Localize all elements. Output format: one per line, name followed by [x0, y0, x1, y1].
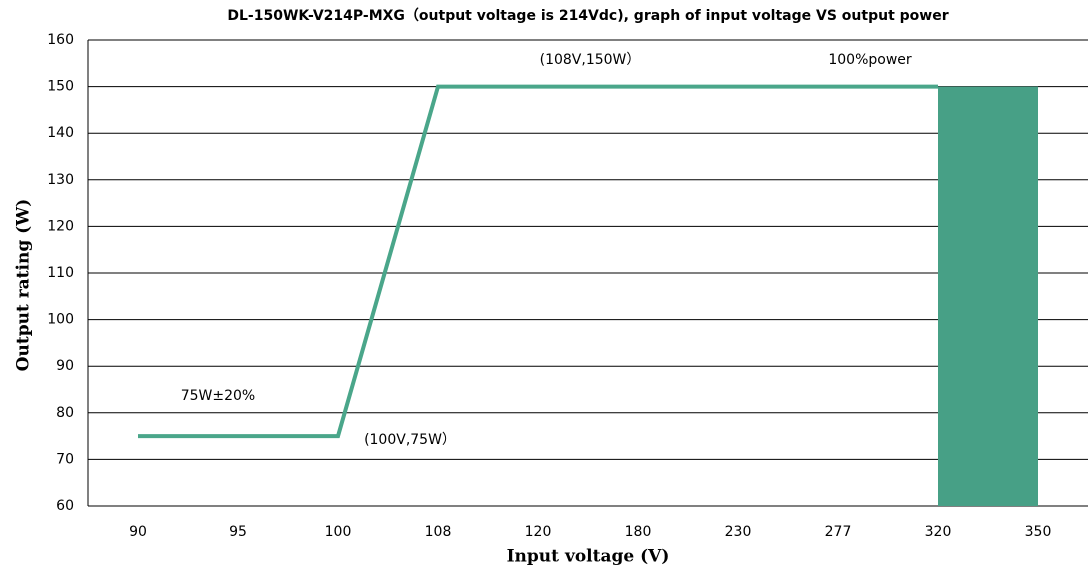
x-tick-label: 108	[425, 524, 452, 540]
annotation: (108V,150W）	[540, 52, 641, 68]
x-tick-label: 90	[129, 524, 147, 540]
annotation: 100%power	[828, 52, 912, 68]
x-tick-label: 350	[1025, 524, 1052, 540]
x-tick-label: 120	[525, 524, 552, 540]
annotation: (100V,75W）	[364, 432, 456, 448]
x-axis-title: Input voltage (V)	[507, 547, 670, 567]
y-tick-label: 140	[47, 125, 74, 141]
y-tick-label: 70	[56, 451, 74, 467]
y-tick-label: 130	[47, 172, 74, 188]
x-tick-label: 95	[229, 524, 247, 540]
x-tick-label: 180	[625, 524, 652, 540]
x-tick-label: 320	[925, 524, 952, 540]
x-tick-label: 230	[725, 524, 752, 540]
y-tick-label: 160	[47, 32, 74, 48]
line	[138, 84, 938, 439]
x-tick-label: 100	[325, 524, 352, 540]
y-tick-label: 150	[47, 79, 74, 95]
x-tick-label: 277	[825, 524, 852, 540]
y-tick-label: 110	[47, 265, 74, 281]
y-tick-label: 60	[56, 498, 74, 514]
area	[938, 86, 1038, 506]
annotation: 75W±20%	[181, 388, 256, 404]
y-tick-label: 80	[56, 405, 74, 421]
chart-title: DL-150WK-V214P-MXG（output voltage is 214…	[227, 8, 948, 24]
y-tick-label: 90	[56, 358, 74, 374]
y-tick-label: 100	[47, 312, 74, 328]
y-tick-label: 120	[47, 218, 74, 234]
y-axis-title: Output rating (W)	[14, 199, 34, 372]
